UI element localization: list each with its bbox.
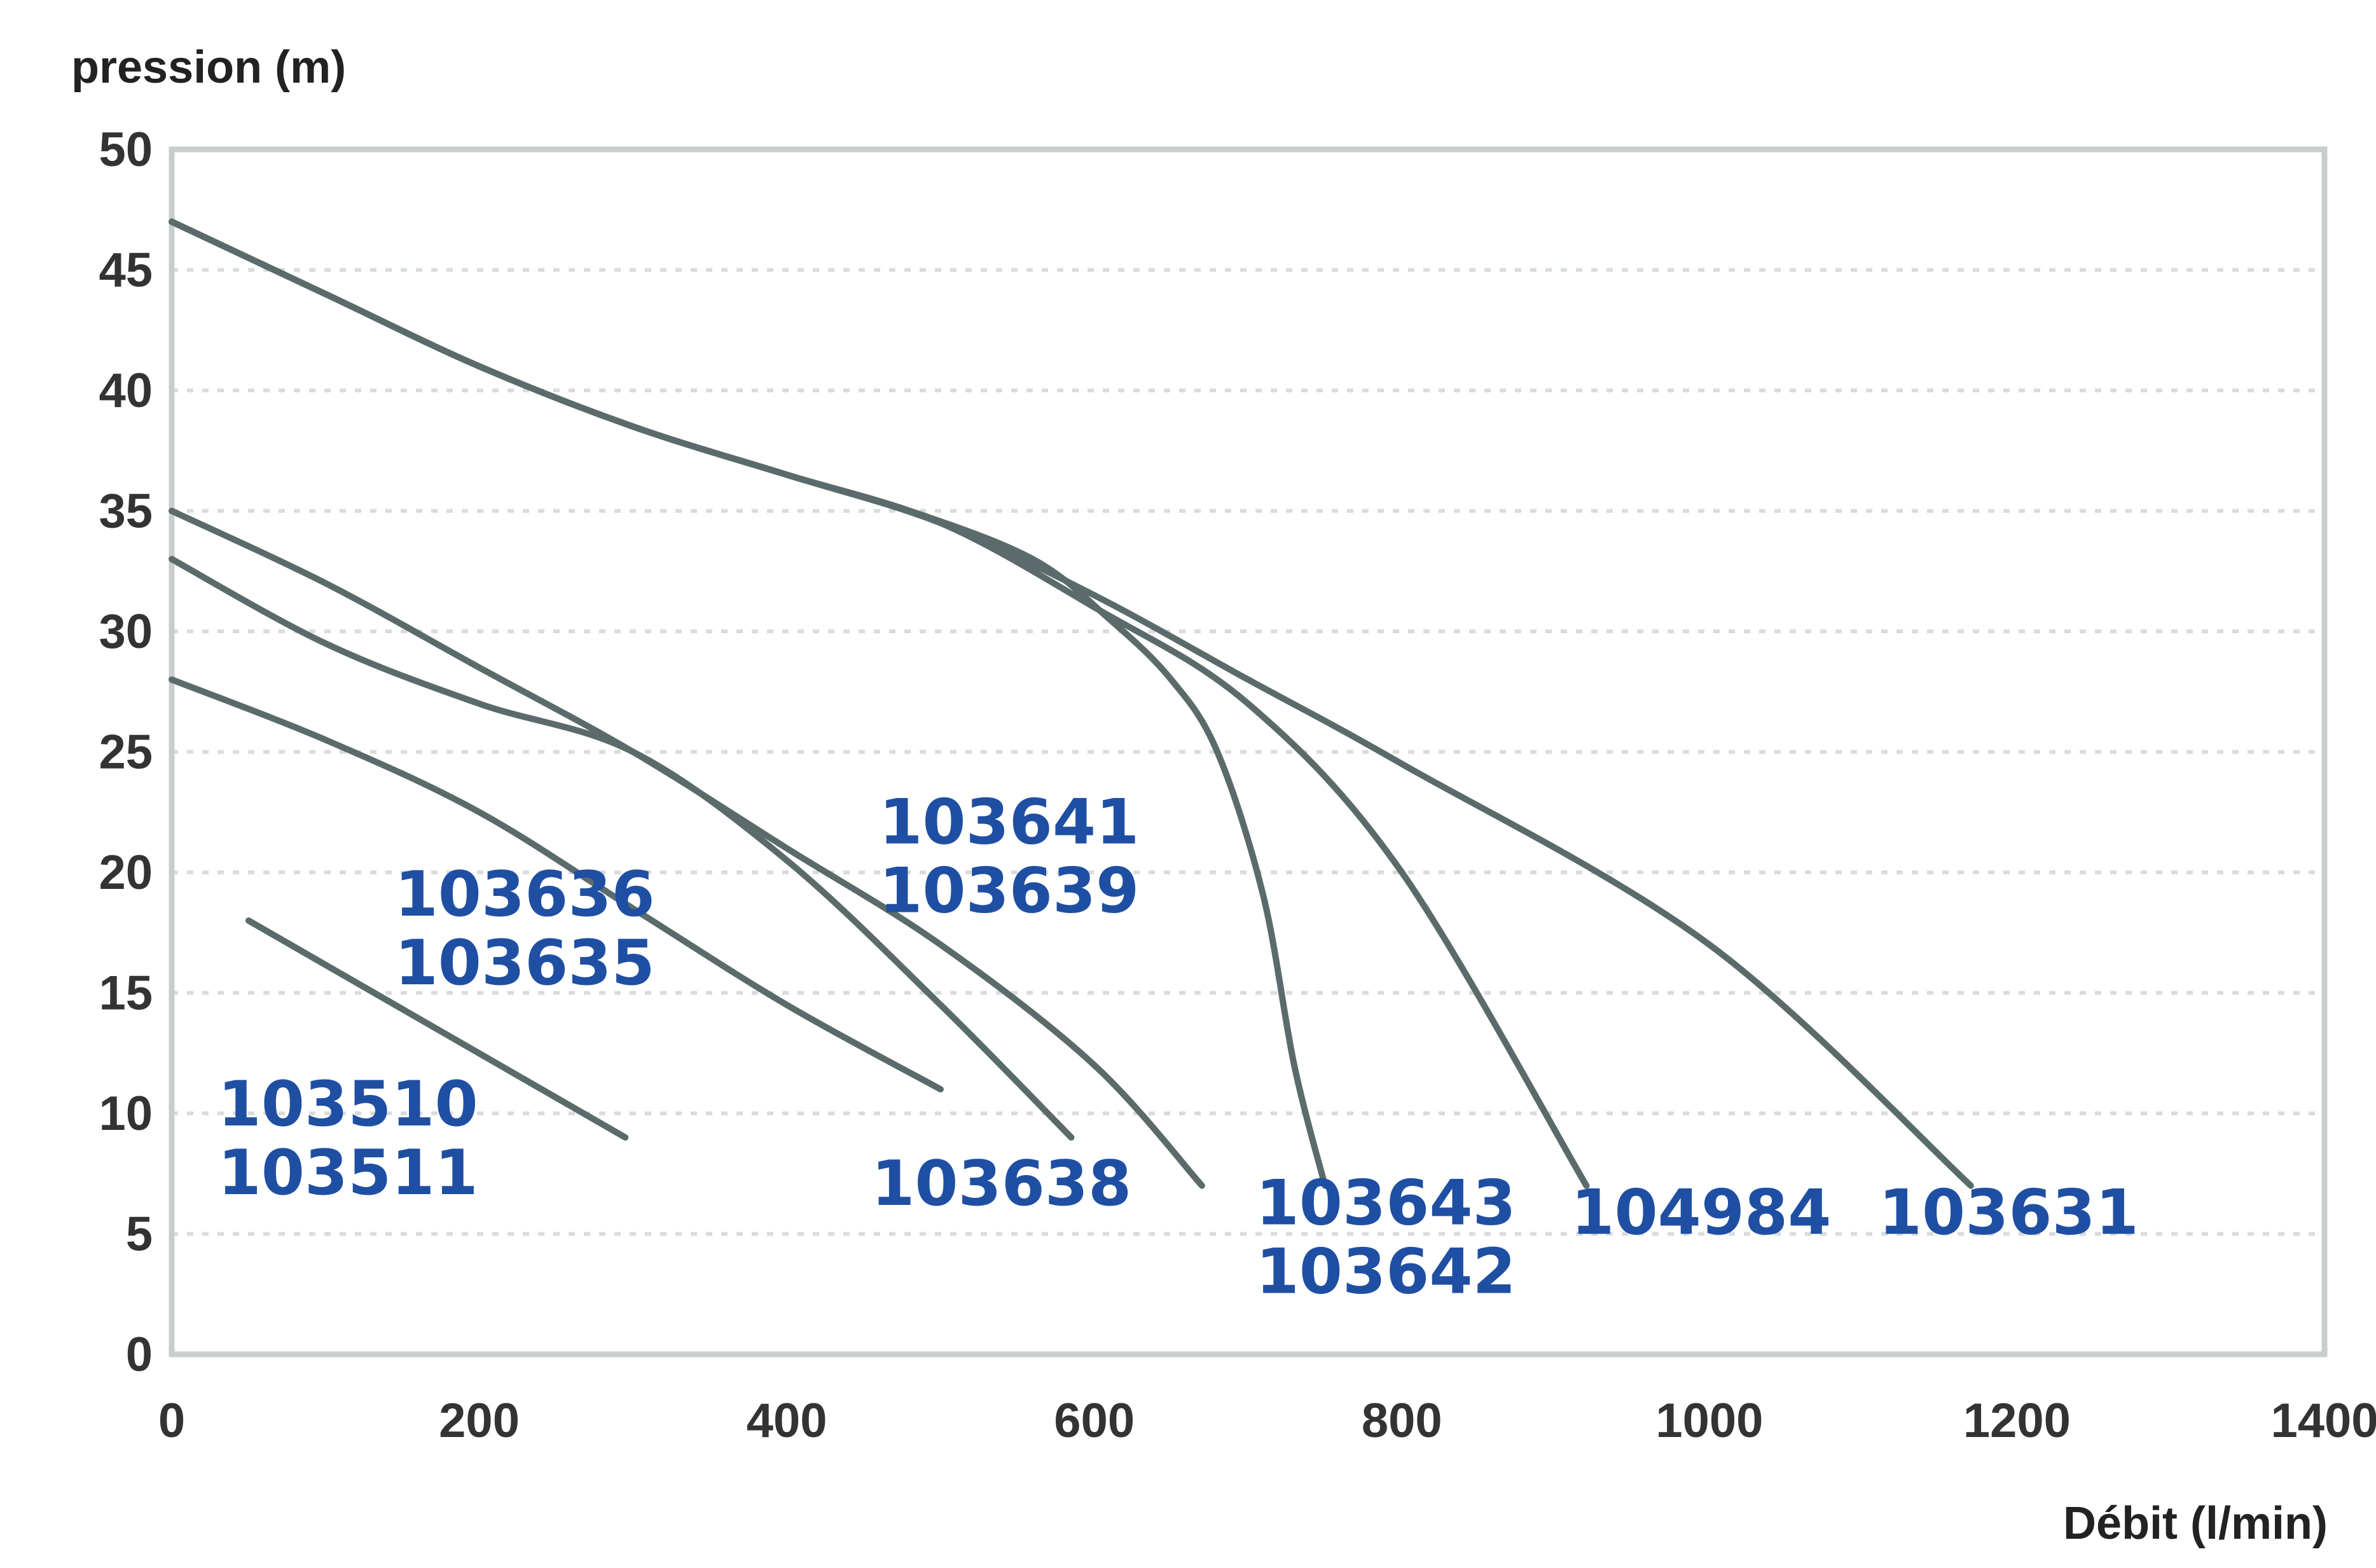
pump-curve-6: [169, 218, 1590, 1189]
series-label-103641: 103641: [879, 787, 1139, 859]
y-tick-label: 10: [99, 1087, 153, 1141]
y-tick-label: 25: [99, 726, 153, 780]
y-tick-label: 15: [99, 966, 153, 1021]
series-label-103636: 103636: [395, 858, 655, 931]
pump-curve-4: [169, 507, 1205, 1189]
y-tick-label: 20: [99, 846, 153, 900]
y-axis-title: pression (m): [71, 42, 346, 93]
series-label-103635: 103635: [395, 927, 655, 1000]
x-tick-label: 0: [158, 1394, 185, 1448]
y-tick-label: 0: [126, 1328, 153, 1382]
series-label-103510: 103510: [218, 1068, 478, 1141]
x-tick-label: 1200: [1963, 1394, 2071, 1448]
series-label-103643: 103643: [1256, 1167, 1516, 1239]
pump-curve-7: [169, 218, 1974, 1189]
series-label-103642: 103642: [1256, 1235, 1516, 1308]
pump-curve-1: [245, 917, 629, 1141]
x-tick-label: 200: [439, 1394, 520, 1448]
y-tick-label: 45: [99, 244, 153, 298]
series-label-103631: 103631: [1879, 1177, 2139, 1249]
series-label-103511: 103511: [218, 1137, 478, 1209]
x-tick-label: 400: [747, 1394, 827, 1448]
pump-curve-2: [169, 676, 944, 1093]
y-tick-label: 5: [126, 1207, 153, 1262]
x-tick-label: 600: [1054, 1394, 1135, 1448]
x-tick-label: 1400: [2270, 1394, 2376, 1448]
x-tick-label: 1000: [1655, 1394, 1763, 1448]
curve-layer: [169, 218, 1974, 1189]
y-tick-label: 30: [99, 605, 153, 659]
x-tick-label: 800: [1362, 1394, 1442, 1448]
y-axis-ticks: 0 5 10 15 20 25 30 35 40 45 50: [99, 123, 153, 1382]
x-axis-ticks: 0 200 400 600 800 1000 1200 1400: [158, 1394, 2376, 1448]
y-tick-label: 40: [99, 364, 153, 418]
pump-curve-5: [169, 218, 1329, 1189]
series-label-104984: 104984: [1571, 1177, 1831, 1249]
x-axis-title: Débit (l/min): [2063, 1498, 2328, 1549]
y-tick-label: 35: [99, 485, 153, 539]
series-label-103639: 103639: [879, 855, 1139, 928]
grid-layer: [172, 268, 2324, 1236]
y-tick-label: 50: [99, 123, 153, 177]
series-label-103638: 103638: [871, 1148, 1131, 1220]
plot-frame: [169, 146, 2328, 1358]
